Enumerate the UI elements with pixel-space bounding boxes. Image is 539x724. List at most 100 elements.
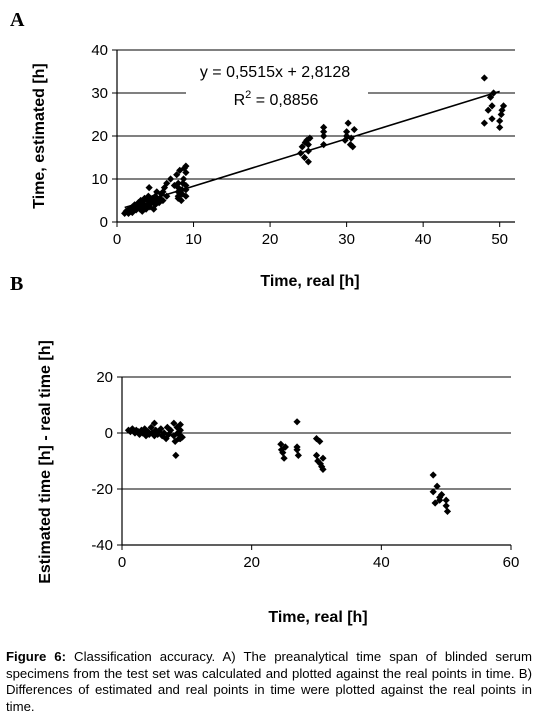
y-tick-label: 20	[96, 369, 113, 386]
caption-label: Figure 6:	[6, 649, 67, 664]
data-point	[320, 123, 328, 131]
data-point	[179, 175, 188, 183]
chart-b-xlabel: Time, real [h]	[268, 609, 367, 626]
x-tick-label: 50	[491, 231, 508, 248]
chart-b: -40 -20 0 20 0 20 40 60	[91, 369, 519, 571]
data-point	[154, 430, 162, 438]
data-point	[304, 147, 312, 155]
data-point	[320, 128, 328, 136]
data-point	[177, 196, 185, 205]
data-point	[488, 115, 496, 123]
chart-a: 0 10 20 30 40 0 10 20 30 40 50	[91, 42, 515, 248]
data-point	[147, 423, 155, 431]
data-point	[343, 128, 351, 136]
r-squared-superscript: 2	[245, 89, 251, 101]
data-point	[134, 428, 142, 436]
data-point	[433, 482, 441, 490]
data-point	[429, 471, 437, 479]
data-point	[173, 171, 181, 179]
data-point	[157, 425, 165, 433]
data-point	[319, 454, 327, 462]
data-point	[306, 134, 314, 142]
data-point	[182, 186, 190, 194]
r-squared-prefix: R	[234, 92, 246, 109]
x-tick-label: 60	[503, 554, 520, 571]
data-point	[486, 93, 495, 101]
data-point	[155, 428, 163, 436]
data-point	[126, 428, 135, 436]
data-point	[304, 158, 312, 166]
data-point	[141, 425, 149, 433]
data-point	[349, 143, 357, 151]
data-point	[484, 106, 492, 114]
data-point	[145, 184, 153, 192]
x-tick-label: 30	[338, 231, 355, 248]
figure-caption: Figure 6: Classification accuracy. A) Th…	[6, 649, 532, 715]
data-point	[176, 421, 184, 429]
x-tick-label: 0	[118, 554, 126, 571]
data-point	[145, 430, 153, 438]
data-point	[319, 465, 327, 473]
data-point	[178, 186, 186, 194]
y-tick-label: 10	[91, 171, 108, 188]
data-point	[312, 451, 321, 459]
data-point	[344, 119, 352, 127]
data-point	[170, 419, 178, 427]
data-point	[182, 168, 190, 177]
y-tick-label: 40	[91, 42, 108, 59]
data-point	[277, 446, 286, 454]
panel-b-label: B	[10, 273, 23, 295]
data-point	[174, 179, 182, 187]
data-point	[438, 491, 446, 499]
data-point	[166, 175, 175, 183]
data-point	[182, 192, 190, 200]
y-tick-label: 0	[100, 214, 108, 231]
data-point	[182, 162, 190, 170]
data-point	[297, 149, 305, 157]
data-point	[163, 192, 171, 200]
data-point	[480, 119, 488, 127]
y-tick-label: 20	[91, 128, 108, 145]
data-point	[165, 430, 173, 438]
data-point	[163, 423, 171, 431]
data-point	[176, 426, 184, 434]
chart-b-ylabel: Estimated time [h] - real time [h]	[37, 340, 54, 584]
data-point	[316, 437, 324, 445]
regression-equation: y = 0,5515x + 2,8128	[200, 64, 350, 81]
data-point	[294, 451, 302, 459]
data-point	[300, 153, 309, 162]
x-tick-label: 20	[243, 554, 260, 571]
r-squared-value: = 0,8856	[251, 92, 318, 109]
chart-a-ylabel: Time, estimated [h]	[31, 63, 48, 209]
y-tick-label: 30	[91, 85, 108, 102]
data-point	[280, 454, 288, 462]
data-point	[443, 507, 452, 515]
data-point	[172, 451, 180, 459]
data-point	[128, 425, 136, 433]
data-point	[318, 463, 326, 471]
data-point	[173, 423, 181, 431]
data-point	[171, 437, 179, 445]
data-point	[279, 449, 287, 457]
x-tick-label: 20	[262, 231, 279, 248]
data-point	[144, 428, 152, 436]
data-point	[320, 132, 328, 140]
data-point	[499, 102, 508, 110]
data-point	[304, 141, 312, 149]
x-tick-label: 0	[113, 231, 121, 248]
panel-a-label: A	[10, 9, 25, 31]
x-tick-label: 40	[415, 231, 432, 248]
data-point	[150, 419, 159, 427]
data-point	[163, 179, 171, 187]
data-point	[178, 433, 186, 441]
data-point	[343, 132, 351, 140]
data-point	[488, 102, 496, 110]
data-point	[298, 143, 306, 151]
data-point	[436, 496, 444, 504]
data-point	[496, 117, 504, 125]
data-point	[431, 499, 439, 507]
x-tick-label: 10	[185, 231, 202, 248]
x-tick-label: 40	[373, 554, 390, 571]
data-point	[347, 134, 355, 142]
